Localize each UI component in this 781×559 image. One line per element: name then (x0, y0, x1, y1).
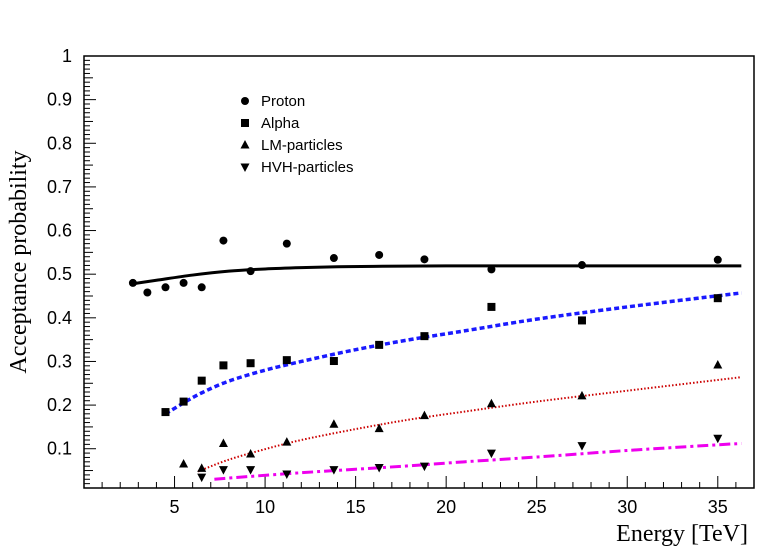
data-point-lm-particles (282, 437, 292, 446)
fit-curves (132, 264, 742, 481)
legend: Proton Alpha LM-particles HVH-particles (240, 93, 354, 176)
x-axis-ticks: 5 10 15 20 25 30 35 (101, 476, 737, 517)
data-point-proton (161, 283, 170, 292)
y-tick-label: 1 (62, 46, 72, 66)
data-point-lm-particles (713, 359, 723, 369)
data-point-alpha (487, 302, 496, 311)
data-point-proton (128, 278, 137, 287)
x-axis-label: Energy [TeV] (616, 521, 748, 547)
y-axis-ticks: 0.1 0.2 0.3 0.4 0.5 0.6 0.7 0.8 0.9 1 (47, 46, 96, 485)
data-point-proton (197, 283, 206, 292)
data-markers (128, 236, 723, 483)
y-tick-label: 0.4 (47, 308, 72, 328)
data-point-hvh-particles (419, 462, 429, 472)
legend-marker-lm-particles (240, 140, 250, 149)
data-point-lm-particles (419, 410, 429, 420)
data-point-lm-particles (246, 448, 256, 458)
x-tick-label: 35 (708, 497, 728, 517)
data-point-proton (246, 267, 255, 276)
data-point-proton (143, 288, 152, 297)
fit-curve-proton (132, 264, 742, 286)
fit-curve-hvh-particles (214, 441, 742, 481)
x-tick-label: 20 (436, 497, 456, 517)
data-point-alpha (197, 376, 206, 385)
data-point-proton (420, 255, 429, 264)
x-tick-label: 25 (527, 497, 547, 517)
data-point-hvh-particles (329, 466, 339, 475)
y-tick-label: 0.7 (47, 177, 72, 197)
data-point-lm-particles (218, 438, 228, 447)
x-tick-label: 5 (170, 497, 180, 517)
legend-entry-alpha: Alpha (261, 115, 300, 132)
legend-marker-proton (241, 97, 249, 105)
data-point-alpha (577, 316, 586, 325)
data-point-alpha (420, 332, 429, 341)
data-point-alpha (329, 357, 338, 366)
data-point-proton (219, 236, 228, 245)
data-point-hvh-particles (577, 442, 587, 451)
data-point-hvh-particles (374, 463, 384, 473)
data-point-alpha (179, 397, 188, 406)
data-point-alpha (375, 340, 384, 349)
data-point-proton (375, 250, 384, 259)
fit-curve-lm-particles (197, 376, 742, 473)
x-tick-label: 10 (255, 497, 275, 517)
data-point-proton (577, 261, 586, 270)
data-point-hvh-particles (713, 434, 723, 444)
data-point-proton (713, 255, 722, 264)
y-tick-label: 0.3 (47, 351, 72, 371)
y-tick-label: 0.8 (47, 133, 72, 153)
data-point-lm-particles (577, 390, 587, 400)
fit-curve-alpha (164, 291, 742, 416)
data-point-lm-particles (197, 463, 207, 472)
data-point-hvh-particles (197, 473, 207, 483)
data-point-proton (329, 254, 338, 263)
data-point-alpha (713, 294, 722, 303)
data-point-lm-particles (486, 398, 496, 408)
y-tick-label: 0.2 (47, 395, 72, 415)
legend-entry-hvh-particles: HVH-particles (261, 159, 354, 176)
data-point-hvh-particles (486, 449, 496, 459)
data-point-lm-particles (329, 419, 339, 428)
y-tick-label: 0.5 (47, 264, 72, 284)
legend-entry-proton: Proton (261, 93, 305, 110)
data-point-alpha (219, 361, 228, 370)
data-point-alpha (282, 356, 291, 365)
data-point-hvh-particles (246, 466, 256, 475)
data-point-alpha (161, 408, 170, 417)
data-point-hvh-particles (282, 470, 292, 480)
legend-marker-alpha (241, 119, 249, 127)
y-tick-label: 0.9 (47, 90, 72, 110)
data-point-alpha (246, 359, 255, 368)
legend-marker-hvh-particles (240, 163, 250, 172)
data-point-lm-particles (374, 423, 384, 433)
data-point-lm-particles (179, 459, 189, 468)
data-point-proton (282, 239, 291, 248)
data-point-proton (487, 265, 496, 274)
legend-entry-lm-particles: LM-particles (261, 137, 343, 154)
x-tick-label: 15 (346, 497, 366, 517)
data-point-hvh-particles (218, 466, 228, 475)
x-tick-label: 30 (617, 497, 637, 517)
y-tick-label: 0.6 (47, 221, 72, 241)
y-tick-label: 0.1 (47, 439, 72, 459)
y-axis-label: Acceptance probability (6, 150, 32, 373)
data-point-proton (179, 278, 188, 287)
plot-frame (83, 55, 755, 489)
